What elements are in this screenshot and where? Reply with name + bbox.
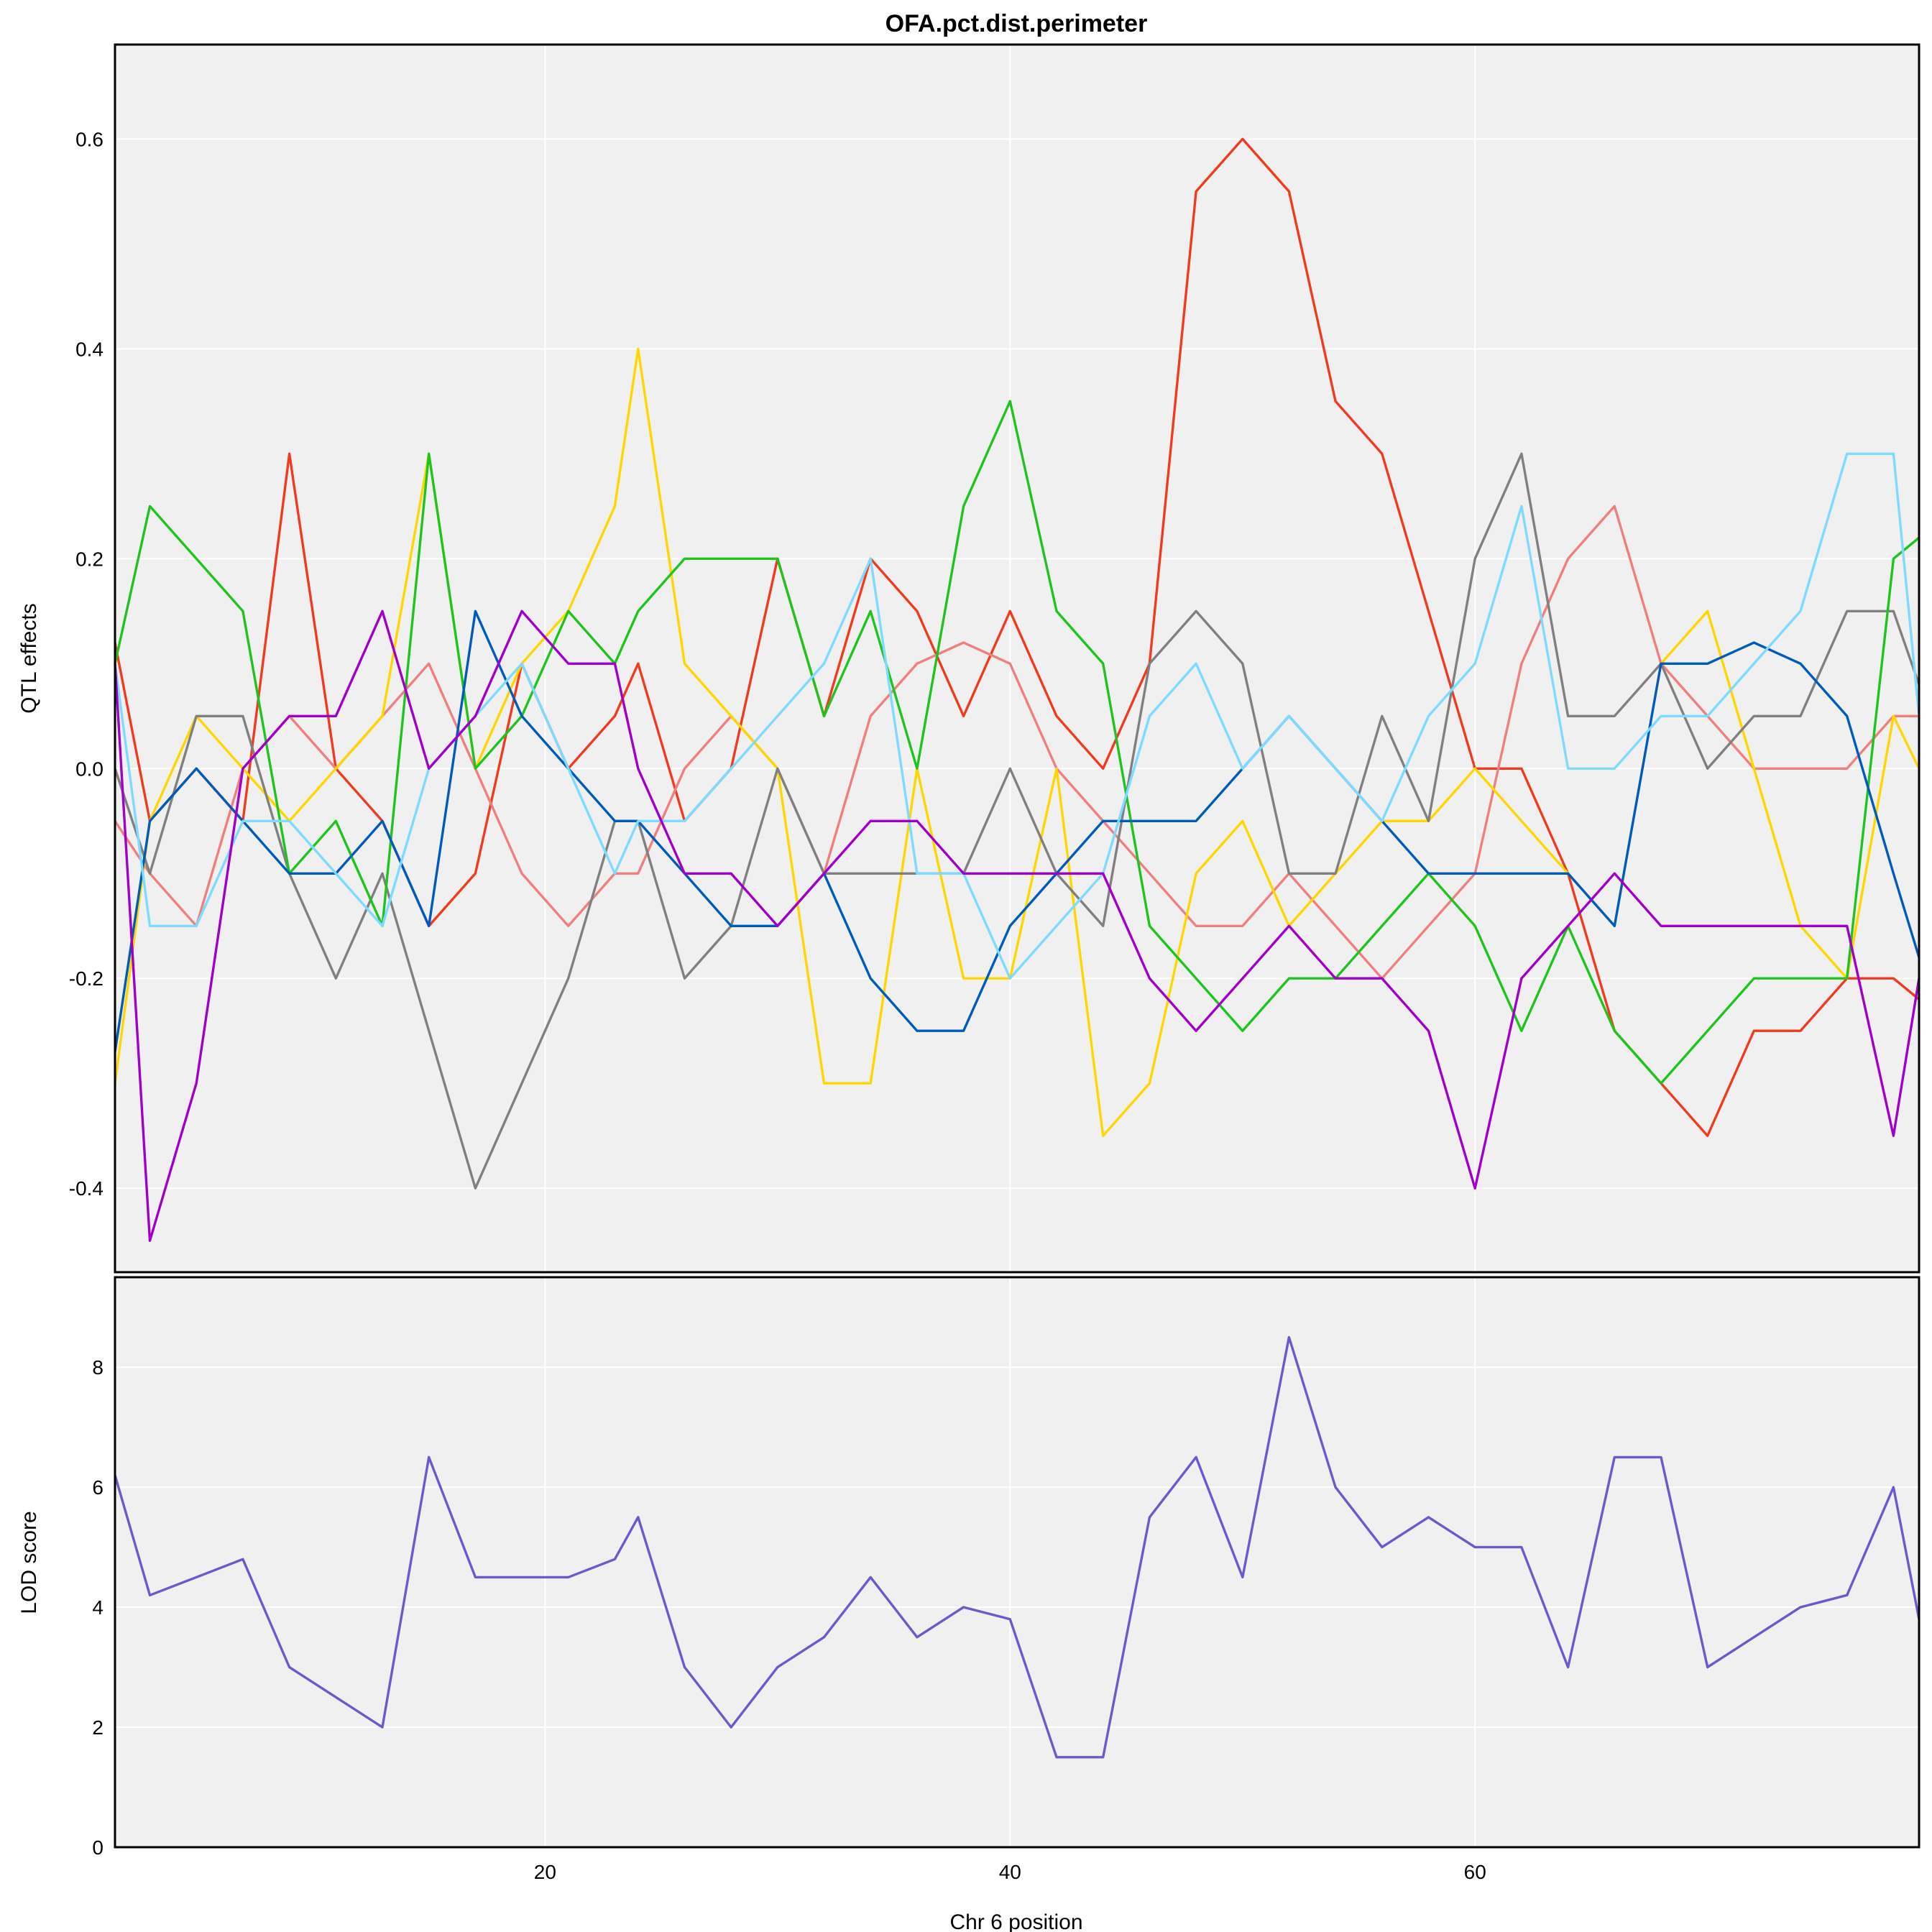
x-tick-labels: 20 40 60 (534, 1861, 1486, 1883)
effects-series-line-5 (114, 400, 1920, 1085)
effects-series-line-4 (114, 452, 1920, 1190)
effects-y-axis-title: QTL effects (17, 603, 41, 713)
effects-y-tick-labels: -0.4 -0.2 0.0 0.2 0.4 0.6 (69, 128, 104, 1200)
lod-y-tick-labels: 0 2 4 6 8 (92, 1356, 104, 1859)
chart-title: OFA.pct.dist.perimeter (886, 10, 1148, 37)
lod-series-line-1 (114, 1335, 1920, 1759)
effects-y-tick-label: 0.2 (75, 548, 104, 570)
x-tick-label: 40 (999, 1861, 1021, 1883)
effects-series-line-7 (114, 452, 1920, 980)
x-tick-label: 60 (1464, 1861, 1486, 1883)
lod-panel-border (114, 1276, 1920, 1849)
effects-panel-border (114, 43, 1920, 1274)
effects-series-line-8 (114, 610, 1920, 1242)
x-tick-label: 20 (534, 1861, 556, 1883)
lod-y-tick-label: 2 (92, 1716, 104, 1739)
lod-y-tick-label: 0 (92, 1836, 104, 1859)
effects-y-tick-label: 0.6 (75, 128, 104, 150)
lod-series-group (114, 1335, 1920, 1759)
effects-grid (115, 45, 1919, 1272)
effects-y-tick-label: -0.4 (69, 1177, 104, 1200)
lod-y-tick-label: 4 (92, 1596, 104, 1619)
effects-y-tick-label: 0.4 (75, 338, 104, 360)
effects-series-line-2 (114, 505, 1919, 980)
effects-y-tick-label: -0.2 (69, 967, 104, 990)
x-axis-title: Chr 6 position (949, 1910, 1082, 1932)
effects-series-line-6 (114, 610, 1920, 1052)
lod-y-tick-label: 8 (92, 1356, 104, 1379)
lod-panel: 0 2 4 6 8 LOD score (17, 1276, 1920, 1859)
effects-panel: -0.4 -0.2 0.0 0.2 0.4 0.6 QTL effects (17, 43, 1920, 1274)
effects-y-tick-label: 0.0 (75, 758, 104, 780)
lod-panel-background (115, 1277, 1919, 1847)
lod-y-tick-label: 6 (92, 1476, 104, 1499)
effects-panel-background (115, 45, 1919, 1272)
effects-series-group (114, 137, 1920, 1242)
lod-y-axis-title: LOD score (17, 1511, 41, 1614)
